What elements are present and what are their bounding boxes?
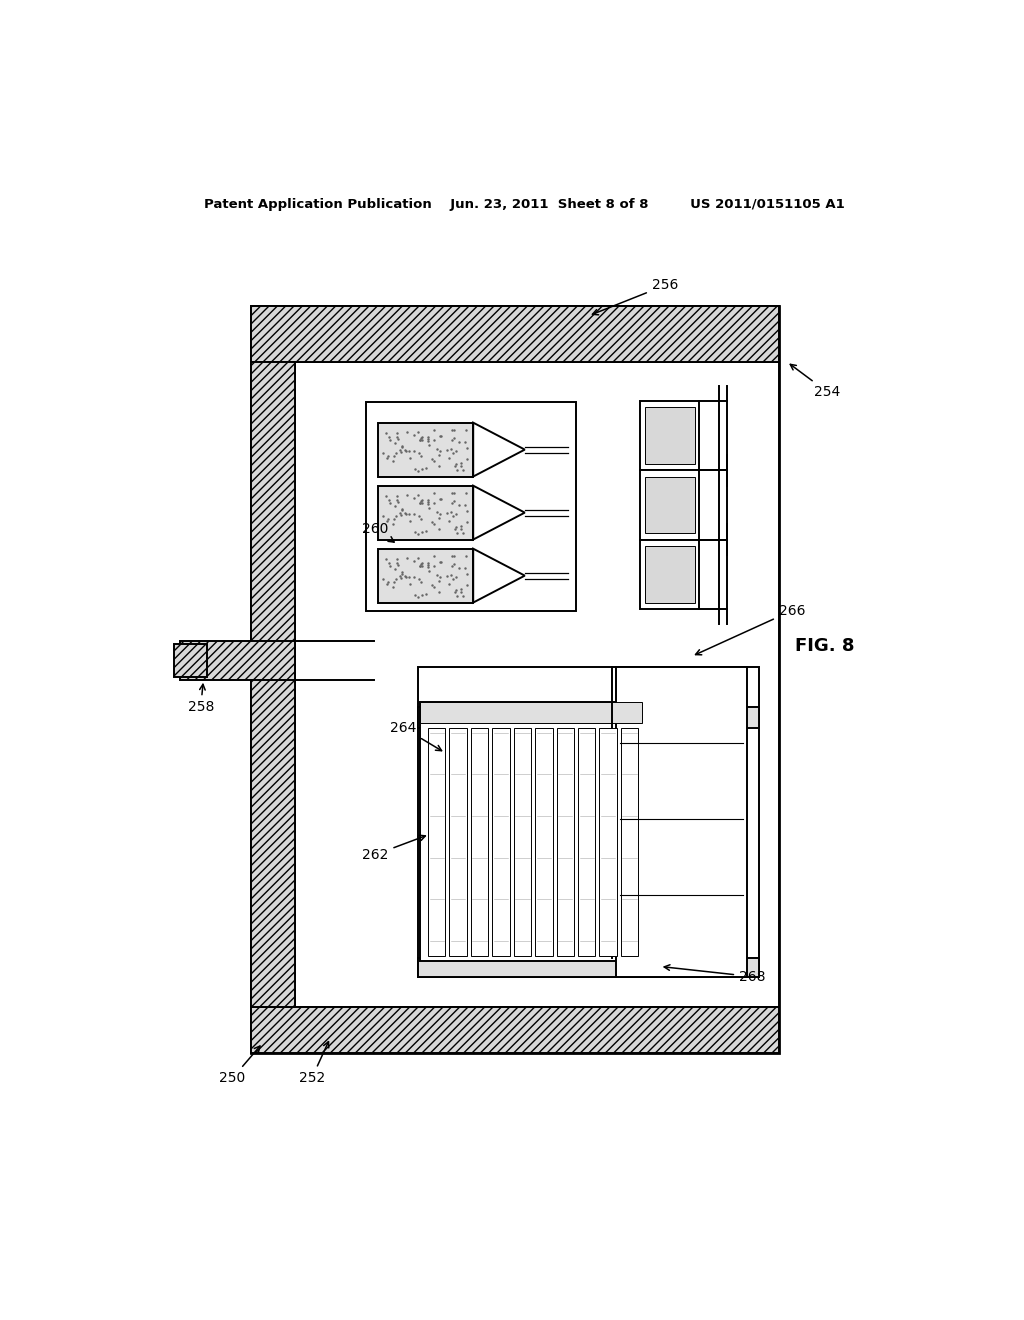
Bar <box>645 477 694 533</box>
Text: 258: 258 <box>187 684 214 714</box>
Bar <box>428 727 445 956</box>
Bar <box>557 727 574 956</box>
Bar <box>251 306 778 1053</box>
Text: 256: 256 <box>593 279 678 314</box>
Bar <box>378 486 473 540</box>
Bar <box>378 549 473 602</box>
Bar <box>420 702 642 961</box>
Bar <box>378 422 473 477</box>
Polygon shape <box>473 486 524 540</box>
Text: 252: 252 <box>299 1041 329 1085</box>
Text: 260: 260 <box>362 523 394 543</box>
Text: 262: 262 <box>362 836 425 862</box>
Bar <box>621 727 638 956</box>
Bar <box>645 408 694 465</box>
Bar <box>645 545 694 602</box>
Polygon shape <box>473 549 524 602</box>
Polygon shape <box>473 422 524 477</box>
Text: FIG. 8: FIG. 8 <box>795 638 854 655</box>
Bar <box>418 708 759 727</box>
Bar <box>471 727 488 956</box>
Bar <box>367 403 577 611</box>
Bar <box>493 727 510 956</box>
Bar <box>450 727 467 956</box>
Bar <box>578 727 595 956</box>
Bar <box>251 362 295 1007</box>
Text: 268: 268 <box>665 965 766 983</box>
Bar <box>640 401 699 470</box>
Bar <box>536 727 553 956</box>
Text: 266: 266 <box>695 603 805 655</box>
Bar <box>251 306 778 362</box>
Text: Patent Application Publication    Jun. 23, 2011  Sheet 8 of 8         US 2011/01: Patent Application Publication Jun. 23, … <box>205 198 845 211</box>
Bar <box>251 1007 778 1053</box>
Text: 250: 250 <box>219 1045 260 1085</box>
Bar <box>179 642 295 680</box>
Bar <box>418 667 759 977</box>
Bar <box>295 362 778 1007</box>
Text: 254: 254 <box>791 364 841 399</box>
Bar <box>640 470 699 540</box>
Bar <box>174 644 207 677</box>
Bar <box>418 958 759 977</box>
Bar <box>616 667 748 977</box>
Bar <box>514 727 531 956</box>
Bar <box>599 727 616 956</box>
Text: 264: 264 <box>390 721 441 751</box>
Bar <box>420 702 642 722</box>
Bar <box>640 540 699 609</box>
